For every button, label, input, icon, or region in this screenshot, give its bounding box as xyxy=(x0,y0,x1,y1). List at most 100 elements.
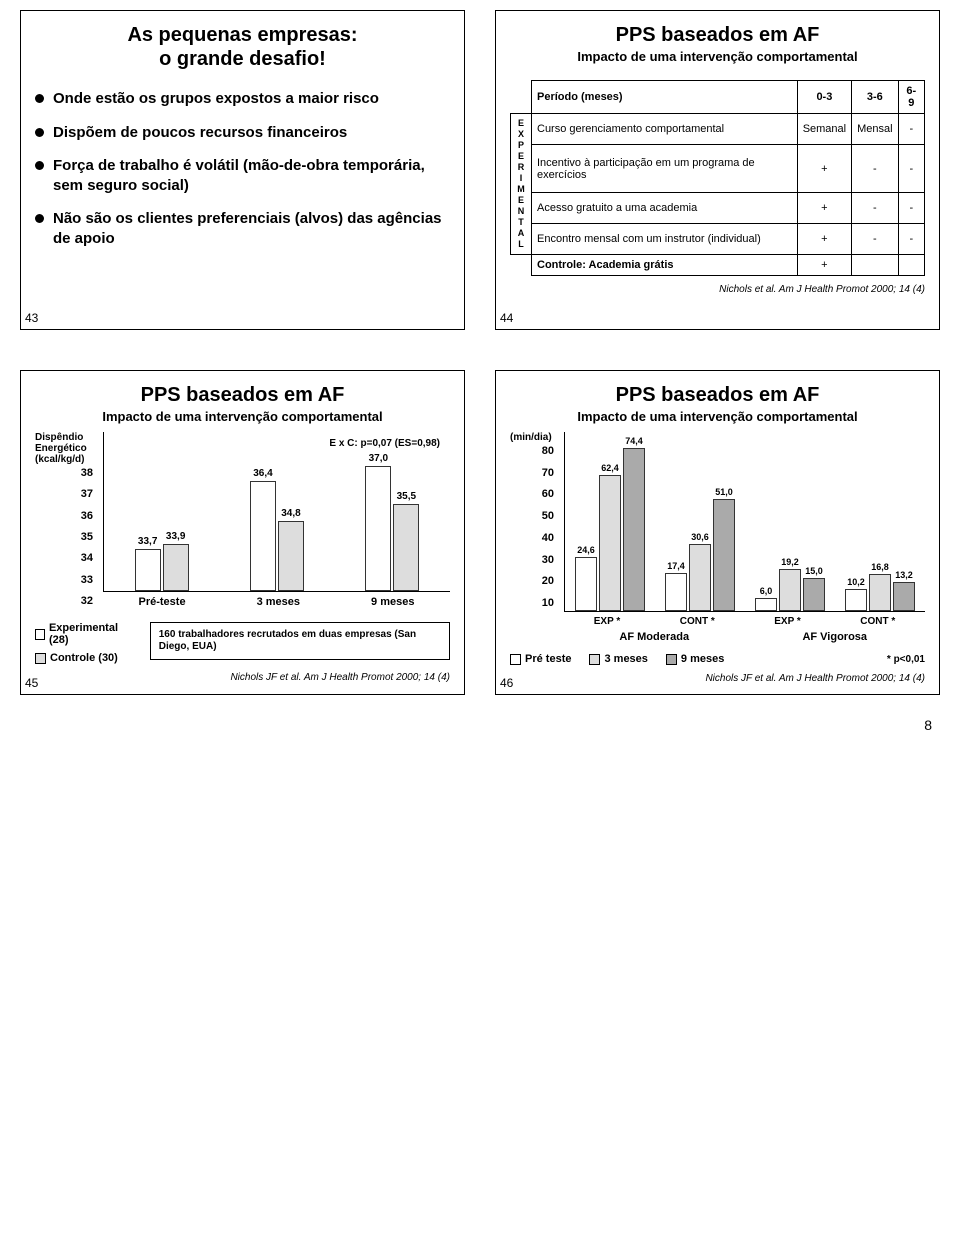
bar-value: 37,0 xyxy=(366,453,390,464)
intervention-table: Período (meses) 0-3 3-6 6-9 EXPERIMENTAL… xyxy=(510,80,925,276)
cell xyxy=(898,255,924,276)
bar: 24,6 xyxy=(575,557,597,611)
cell xyxy=(852,255,898,276)
bar-value: 13,2 xyxy=(894,570,914,580)
slide45-title: PPS baseados em AF xyxy=(35,383,450,407)
row-label: Acesso gratuito a uma academia xyxy=(532,193,798,224)
th: Período (meses) xyxy=(532,81,798,114)
p-note: * p<0,01 xyxy=(887,654,925,665)
bar-group: 6,019,215,0 xyxy=(755,569,825,611)
bar-value: 19,2 xyxy=(780,557,800,567)
row-label: Curso gerenciamento comportamental xyxy=(532,114,798,145)
slide-number: 44 xyxy=(500,311,513,325)
slide44-subtitle: Impacto de uma intervenção comportamenta… xyxy=(510,49,925,64)
cell: - xyxy=(898,193,924,224)
bar-value: 33,7 xyxy=(136,536,160,547)
slide-46: PPS baseados em AF Impacto de uma interv… xyxy=(495,370,940,695)
x-axis: Pré-teste 3 meses 9 meses xyxy=(103,596,450,608)
cell: Semanal xyxy=(797,114,851,145)
y-axis: 38373635343332 xyxy=(35,467,97,607)
row-label: Encontro mensal com um instrutor (indivi… xyxy=(532,224,798,255)
bar-value: 51,0 xyxy=(714,487,734,497)
bar-value: 36,4 xyxy=(251,468,275,479)
legend-item: 3 meses xyxy=(589,653,647,665)
x-group-label: AF Vigorosa xyxy=(745,631,926,643)
chart-legend: Pré teste 3 meses 9 meses * p<0,01 xyxy=(510,653,925,665)
bullet: Não são os clientes preferenciais (alvos… xyxy=(35,209,450,248)
bar: 34,8 xyxy=(278,521,304,591)
cell: + xyxy=(797,193,851,224)
cell: - xyxy=(852,144,898,192)
bar-group: 36,434,8 xyxy=(250,481,304,591)
citation: Nichols et al. Am J Health Promot 2000; … xyxy=(510,284,925,295)
bar-group: 10,216,813,2 xyxy=(845,574,915,611)
x-tick: 3 meses xyxy=(257,596,300,608)
bar-value: 35,5 xyxy=(394,491,418,502)
bar-value: 33,9 xyxy=(164,531,188,542)
bar-value: 10,2 xyxy=(846,577,866,587)
bar: 13,2 xyxy=(893,582,915,611)
bar-value: 17,4 xyxy=(666,561,686,571)
chart-footnote: 160 trabalhadores recrutados em duas emp… xyxy=(150,622,450,660)
legend-item: Pré teste xyxy=(510,653,571,665)
bullet: Força de trabalho é volátil (mão-de-obra… xyxy=(35,156,450,195)
bar: 10,2 xyxy=(845,589,867,611)
x-tick: 9 meses xyxy=(371,596,414,608)
cell: - xyxy=(898,224,924,255)
bar: 15,0 xyxy=(803,578,825,611)
bar-value: 74,4 xyxy=(624,436,644,446)
bar-value: 16,8 xyxy=(870,562,890,572)
legend-item: Controle (30) xyxy=(35,652,130,664)
bar: 33,9 xyxy=(163,544,189,592)
slide-45: PPS baseados em AF Impacto de uma interv… xyxy=(20,370,465,695)
bar-value: 6,0 xyxy=(756,586,776,596)
bar-value: 24,6 xyxy=(576,545,596,555)
slide-43: As pequenas empresas: o grande desafio! … xyxy=(20,10,465,330)
slide45-subtitle: Impacto de uma intervenção comportamenta… xyxy=(35,409,450,424)
x-axis-group: AF ModeradaAF Vigorosa xyxy=(564,631,925,643)
th: 0-3 xyxy=(797,81,851,114)
chart-annotation: E x C: p=0,07 (ES=0,98) xyxy=(329,438,440,449)
slide44-title: PPS baseados em AF xyxy=(510,23,925,47)
x-tick: CONT * xyxy=(680,616,715,627)
experimental-label: EXPERIMENTAL xyxy=(511,114,532,255)
cell: - xyxy=(898,144,924,192)
cell: + xyxy=(797,224,851,255)
bar-chart: E x C: p=0,07 (ES=0,98) 33,733,936,434,8… xyxy=(103,432,450,592)
bar: 16,8 xyxy=(869,574,891,611)
x-axis: EXP * CONT * EXP * CONT * xyxy=(564,616,925,627)
slide43-title: As pequenas empresas: o grande desafio! xyxy=(35,23,450,71)
bar-group: 24,6 62,474,4 xyxy=(575,448,645,611)
row-label: Incentivo à participação em um programa … xyxy=(532,144,798,192)
bar-group: 33,733,9 xyxy=(135,544,189,592)
x-tick: CONT * xyxy=(860,616,895,627)
y-axis: 8070605040302010 xyxy=(510,445,558,609)
x-tick: EXP * xyxy=(774,616,801,627)
chart-legend: Experimental (28)Controle (30) xyxy=(35,622,130,664)
x-tick: Pré-teste xyxy=(139,596,186,608)
bar: 74,4 xyxy=(623,448,645,611)
cell: - xyxy=(852,193,898,224)
bar-value: 30,6 xyxy=(690,532,710,542)
bar: 36,4 xyxy=(250,481,276,591)
bar-chart: 24,662,474,417,430,651,06,019,215,010,21… xyxy=(564,432,925,612)
slide-number: 43 xyxy=(25,311,38,325)
legend-item: 9 meses xyxy=(666,653,724,665)
bar-value: 34,8 xyxy=(279,508,303,519)
citation: Nichols JF et al. Am J Health Promot 200… xyxy=(510,673,925,684)
slide46-title: PPS baseados em AF xyxy=(510,383,925,407)
cell: + xyxy=(797,144,851,192)
y-axis-label: (min/dia) xyxy=(510,432,558,443)
slide43-bullets: Onde estão os grupos expostos a maior ri… xyxy=(35,89,450,248)
bar: 33,7 xyxy=(135,549,161,592)
bar-value: 62,4 xyxy=(600,463,620,473)
bar: 17,4 xyxy=(665,573,687,611)
cell: - xyxy=(852,224,898,255)
bar-group: 17,430,651,0 xyxy=(665,499,735,611)
cell: + xyxy=(797,255,851,276)
bar: 30,6 xyxy=(689,544,711,611)
bullet: Dispõem de poucos recursos financeiros xyxy=(35,123,450,143)
footer-label: Controle: Academia grátis xyxy=(532,255,798,276)
x-tick: EXP * xyxy=(594,616,621,627)
th: 6-9 xyxy=(898,81,924,114)
